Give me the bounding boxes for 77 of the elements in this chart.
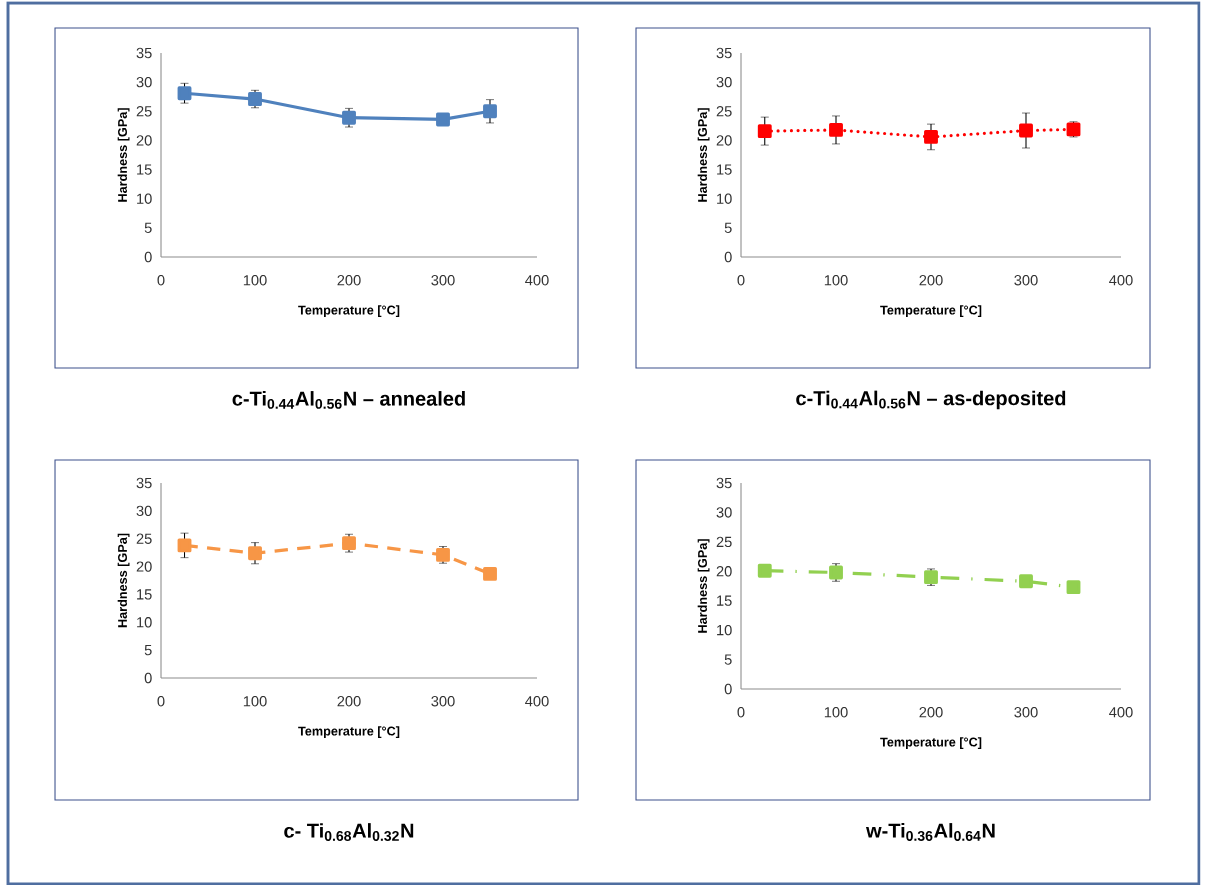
- text: w-Ti$_{0.36}$Al$_{0.64}$N: [865, 823, 995, 841]
- y-tick-label: 10: [717, 193, 732, 204]
- y-tick-label: 35: [136, 477, 152, 489]
- x-tick-label: 200: [337, 696, 361, 707]
- y-tick-label: 20: [716, 135, 732, 146]
- y-axis-title: Hardness [GPa]: [117, 533, 130, 628]
- x-tick-label: 0: [157, 696, 165, 707]
- y-tick-label: 25: [136, 533, 152, 544]
- x-tick-label: 0: [737, 707, 745, 718]
- x-tick-label: 400: [525, 275, 549, 286]
- point: [248, 546, 262, 561]
- point: [1019, 123, 1033, 138]
- y-tick-label: 10: [717, 624, 732, 636]
- x-tick-label: 0: [737, 275, 745, 286]
- x-tick-label: 300: [1014, 275, 1038, 286]
- x-tick-label: 300: [431, 275, 455, 286]
- x-tick-label: 100: [243, 696, 267, 707]
- x-tick-label: 200: [919, 275, 943, 286]
- point: [757, 124, 772, 139]
- y-tick-label: 15: [717, 164, 732, 175]
- x-tick-label: 300: [431, 696, 455, 707]
- y-tick-label: 25: [136, 106, 152, 117]
- point: [1019, 574, 1033, 589]
- point: [177, 86, 192, 101]
- y-tick-label: 20: [716, 566, 732, 577]
- y-tick-label: 30: [716, 507, 732, 518]
- x-tick-label: 200: [919, 707, 943, 718]
- text: c- Ti$_{0.68}$Al$_{0.32}$N: [284, 823, 414, 841]
- y-axis-title: Hardness [GPa]: [697, 539, 710, 633]
- y-tick-label: 30: [716, 76, 732, 88]
- x-tick-label: 400: [1109, 275, 1133, 286]
- x-tick-label: 100: [243, 275, 267, 286]
- y-tick-label: 25: [716, 106, 732, 117]
- point: [829, 123, 843, 137]
- x-tick-label: 200: [337, 275, 361, 286]
- x-tick-label: 100: [824, 707, 848, 718]
- y-tick-label: 35: [716, 47, 732, 59]
- y-tick-label: 15: [137, 164, 152, 175]
- x-tick-label: 300: [1014, 707, 1038, 718]
- y-tick-label: 15: [137, 589, 152, 600]
- point: [1066, 580, 1081, 595]
- y-tick-label: 30: [136, 505, 152, 517]
- text: c-Ti$_{0.44}$Al$_{0.56}$N – as-deposited: [796, 390, 1066, 410]
- y-tick-label: 0: [724, 683, 732, 695]
- y-tick-label: 35: [716, 477, 732, 489]
- x-axis-title: Temperature [°C]: [880, 305, 982, 318]
- y-tick-label: 35: [136, 47, 152, 59]
- point: [177, 538, 192, 553]
- point: [483, 566, 497, 581]
- x-axis-title: Temperature [°C]: [298, 305, 400, 318]
- x-axis-title: Temperature [°C]: [880, 737, 982, 750]
- y-tick-label: 0: [144, 672, 152, 684]
- y-axis-title: Hardness [GPa]: [697, 108, 710, 202]
- point: [924, 130, 938, 144]
- x-tick-label: 0: [157, 275, 165, 286]
- y-tick-label: 5: [724, 654, 732, 665]
- text: c-Ti$_{0.44}$Al$_{0.56}$N – annealed: [232, 391, 465, 409]
- y-tick-label: 15: [717, 595, 732, 606]
- x-axis-title: Temperature [°C]: [298, 726, 400, 739]
- y-tick-label: 10: [137, 193, 152, 204]
- y-tick-label: 25: [716, 536, 732, 548]
- x-tick-label: 400: [525, 696, 549, 707]
- point: [757, 563, 772, 578]
- y-tick-label: 0: [724, 251, 732, 263]
- y-tick-label: 5: [144, 222, 152, 233]
- point: [436, 112, 450, 127]
- y-tick-label: 30: [136, 76, 152, 88]
- y-axis-title: Hardness [GPa]: [117, 108, 130, 202]
- point: [483, 104, 497, 119]
- x-tick-label: 100: [824, 275, 848, 286]
- y-tick-label: 10: [137, 617, 152, 628]
- y-tick-label: 5: [724, 222, 732, 233]
- y-tick-label: 0: [144, 251, 152, 263]
- y-tick-label: 20: [136, 561, 152, 572]
- y-tick-label: 20: [136, 135, 152, 146]
- x-tick-label: 400: [1109, 707, 1133, 718]
- y-tick-label: 5: [144, 645, 152, 656]
